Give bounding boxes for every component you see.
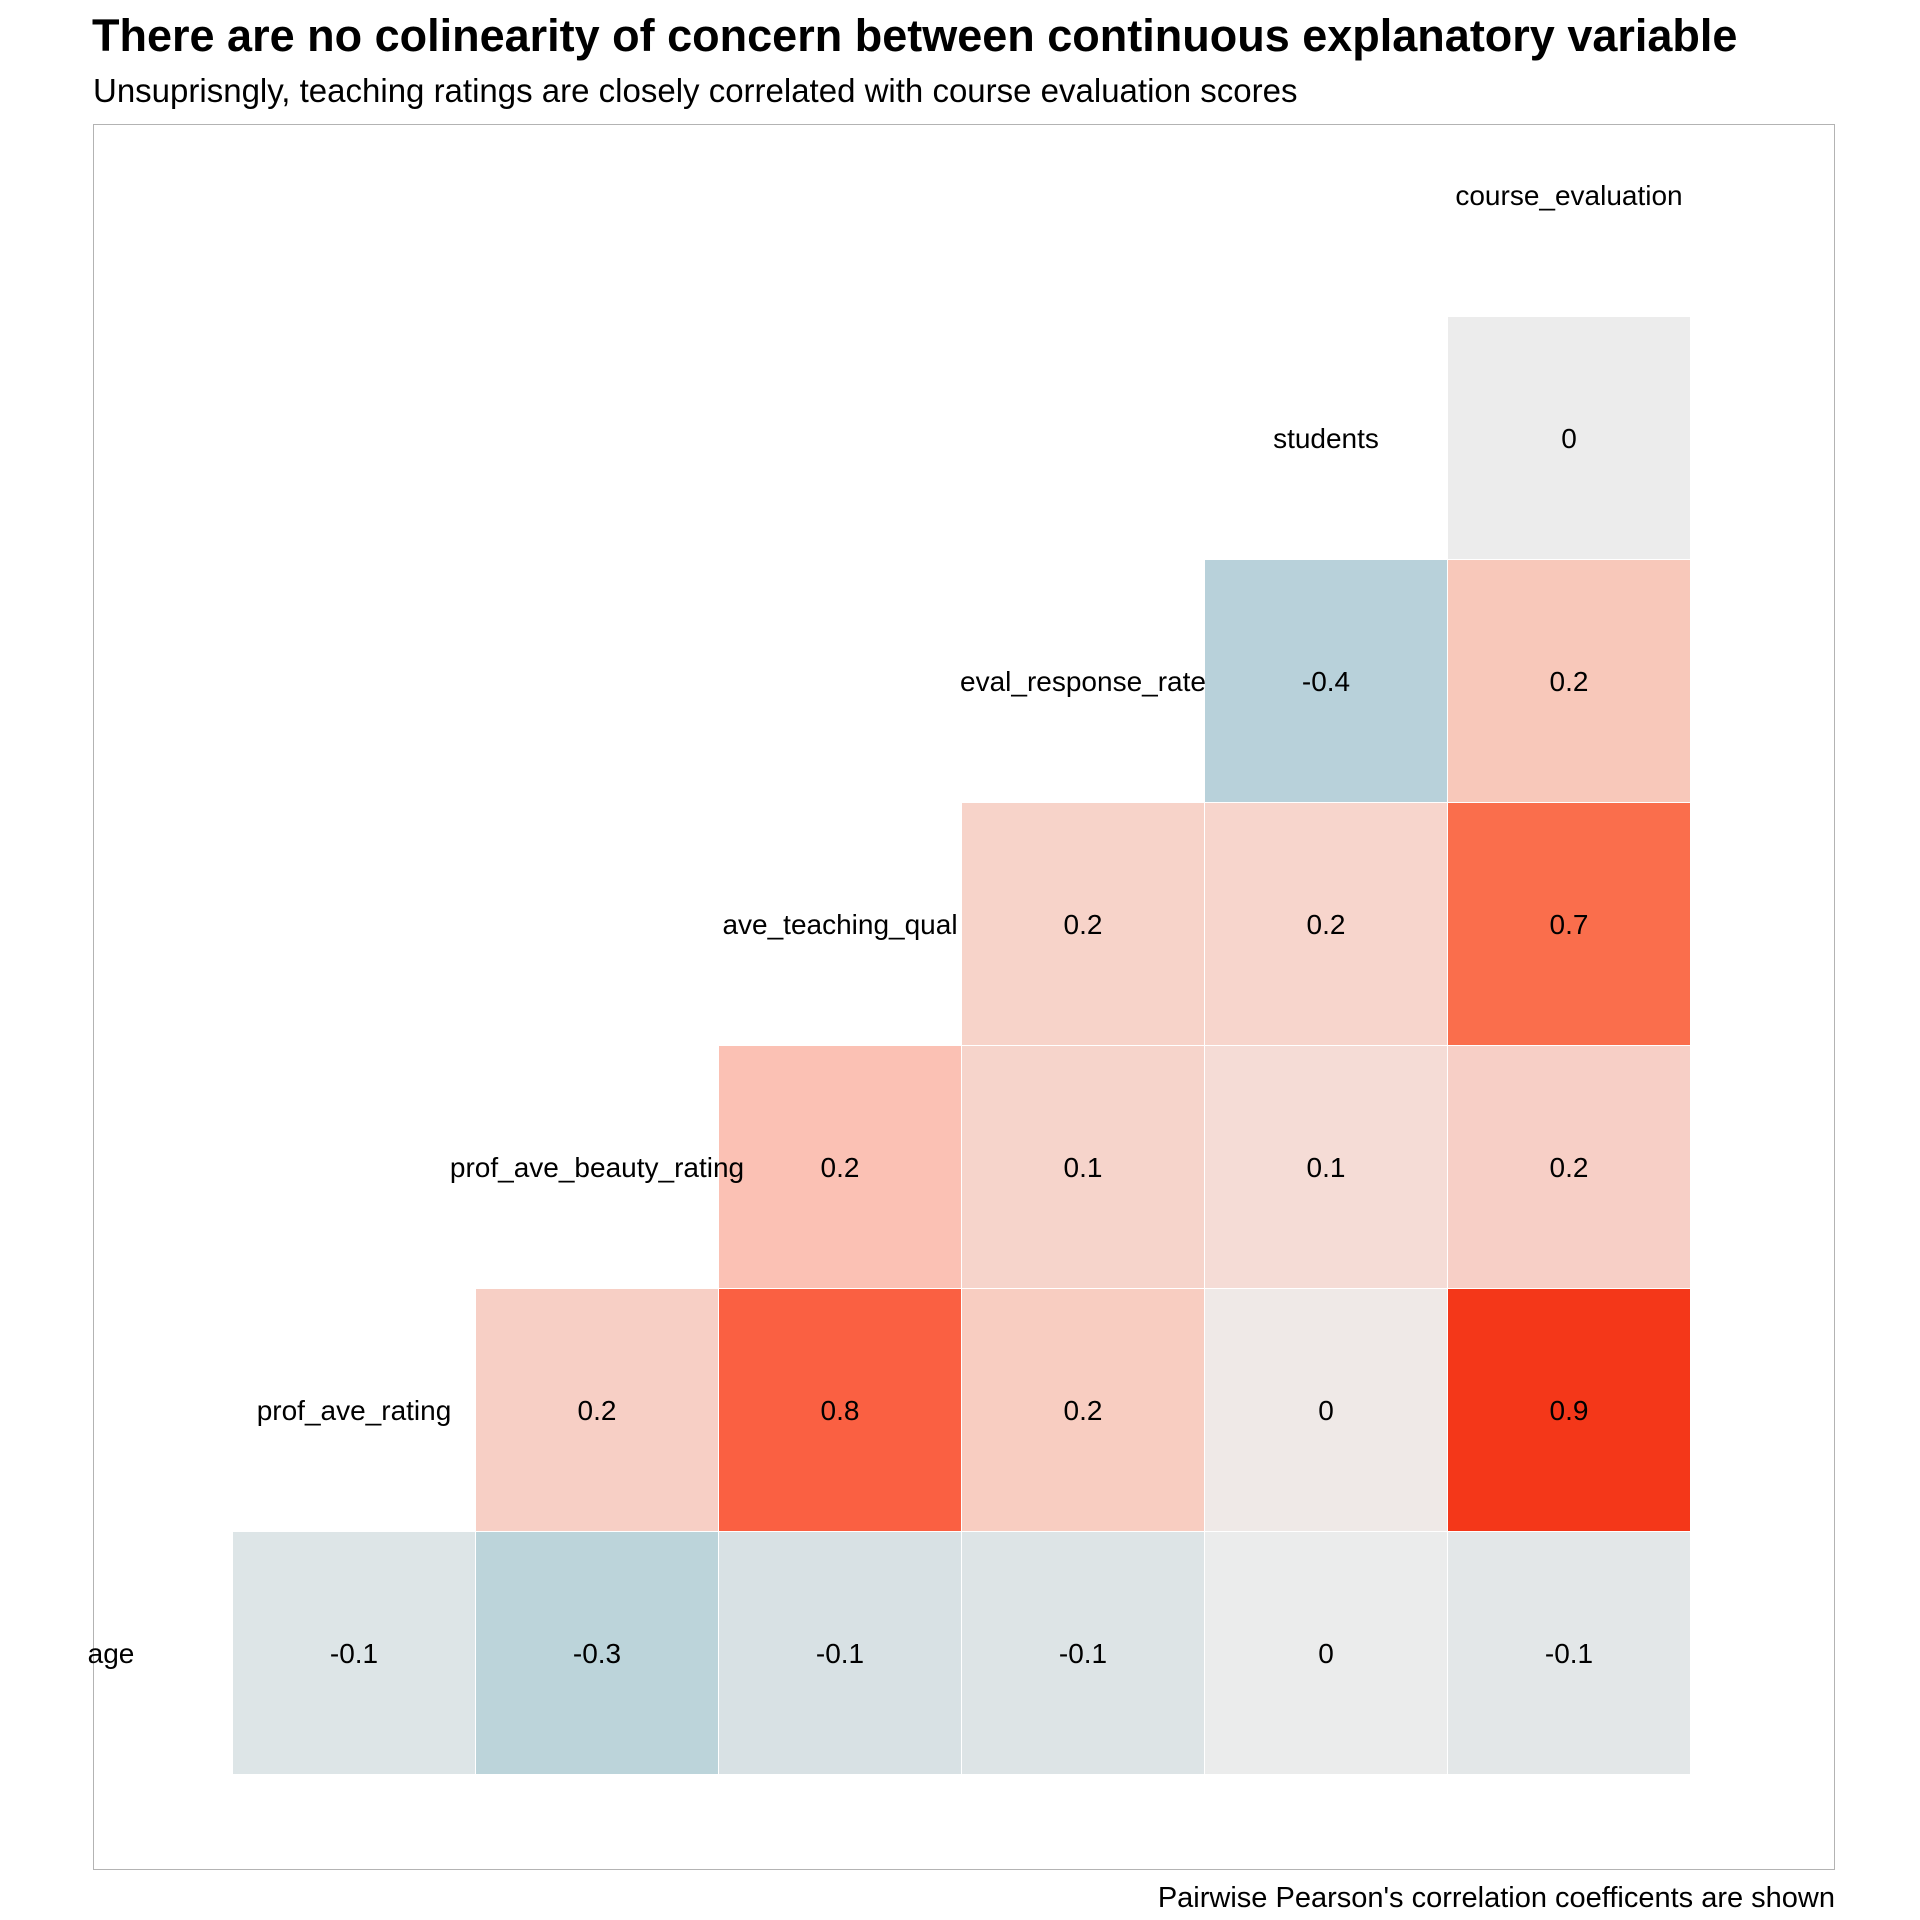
variable-label-age: age: [88, 1638, 135, 1669]
heatmap-cell-prof_ave_beauty_rating-eval_response_rate: [961, 1045, 1205, 1289]
cell-value-label: -0.3: [573, 1638, 621, 1669]
heatmap-cell-ave_teaching_qual-eval_response_rate: [961, 802, 1205, 1046]
heatmap-cell-age-eval_response_rate: [961, 1531, 1205, 1775]
heatmap-cell-age-prof_ave_beauty_rating: [475, 1531, 719, 1775]
variable-label-course_evaluation: course_evaluation: [1455, 180, 1682, 211]
cell-value-label: 0.9: [1550, 1395, 1589, 1426]
heatmap-cell-students-course_evaluation: [1447, 316, 1691, 560]
cell-value-label: 0.2: [1064, 1395, 1103, 1426]
heatmap-cell-prof_ave_beauty_rating-ave_teaching_qual: [718, 1045, 962, 1289]
chart-title: There are no colinearity of concern betw…: [92, 10, 1738, 61]
cell-value-label: -0.1: [816, 1638, 864, 1669]
variable-label-ave_teaching_qual: ave_teaching_qual: [722, 909, 957, 940]
cell-value-label: 0.1: [1064, 1152, 1103, 1183]
chart-subtitle: Unsuprisngly, teaching ratings are close…: [93, 72, 1298, 109]
chart-caption: Pairwise Pearson's correlation coefficen…: [1157, 1882, 1835, 1914]
variable-label-prof_ave_rating: prof_ave_rating: [257, 1395, 452, 1426]
heatmap-cell-eval_response_rate-students: [1204, 559, 1448, 803]
heatmap-cell-prof_ave_rating-students: [1204, 1288, 1448, 1532]
variable-label-students: students: [1273, 423, 1379, 454]
cell-value-label: 0.2: [1550, 666, 1589, 697]
cell-value-label: 0: [1561, 423, 1577, 454]
cell-value-label: -0.1: [1545, 1638, 1593, 1669]
cell-value-label: 0.2: [1307, 909, 1346, 940]
heatmap-cell-age-prof_ave_rating: [232, 1531, 476, 1775]
heatmap-cell-prof_ave_rating-prof_ave_beauty_rating: [475, 1288, 719, 1532]
correlation-heatmap: -0.1 -0.3 -0.1 -0.1 0 -0.1 0.2 0.8 0.2 0 0.9 0.2 0.1…: [88, 180, 1691, 1775]
heatmap-cell-ave_teaching_qual-students: [1204, 802, 1448, 1046]
cell-value-label: -0.1: [330, 1638, 378, 1669]
cell-value-label: 0.2: [821, 1152, 860, 1183]
cell-value-label: 0.2: [1550, 1152, 1589, 1183]
cell-value-label: 0.8: [821, 1395, 860, 1426]
heatmap-cell-prof_ave_rating-eval_response_rate: [961, 1288, 1205, 1532]
variable-label-prof_ave_beauty_rating: prof_ave_beauty_rating: [450, 1152, 744, 1183]
heatmap-cell-prof_ave_beauty_rating-course_evaluation: [1447, 1045, 1691, 1289]
heatmap-cell-eval_response_rate-course_evaluation: [1447, 559, 1691, 803]
cell-value-label: -0.1: [1059, 1638, 1107, 1669]
heatmap-panel: -0.1 -0.3 -0.1 -0.1 0 -0.1 0.2 0.8 0.2 0 0.9 0.2 0.1…: [88, 124, 1835, 1870]
cell-value-label: 0.2: [578, 1395, 617, 1426]
cell-value-label: -0.4: [1302, 666, 1350, 697]
heatmap-cell-prof_ave_rating-ave_teaching_qual: [718, 1288, 962, 1532]
cell-value-label: 0.1: [1307, 1152, 1346, 1183]
cell-value-label: 0.7: [1550, 909, 1589, 940]
cell-value-label: 0: [1318, 1638, 1334, 1669]
cell-value-label: 0: [1318, 1395, 1334, 1426]
cell-value-label: 0.2: [1064, 909, 1103, 940]
heatmap-cell-prof_ave_rating-course_evaluation: [1447, 1288, 1691, 1532]
heatmap-cell-age-course_evaluation: [1447, 1531, 1691, 1775]
heatmap-cell-ave_teaching_qual-course_evaluation: [1447, 802, 1691, 1046]
variable-label-eval_response_rate: eval_response_rate: [960, 666, 1206, 697]
heatmap-cell-age-students: [1204, 1531, 1448, 1775]
